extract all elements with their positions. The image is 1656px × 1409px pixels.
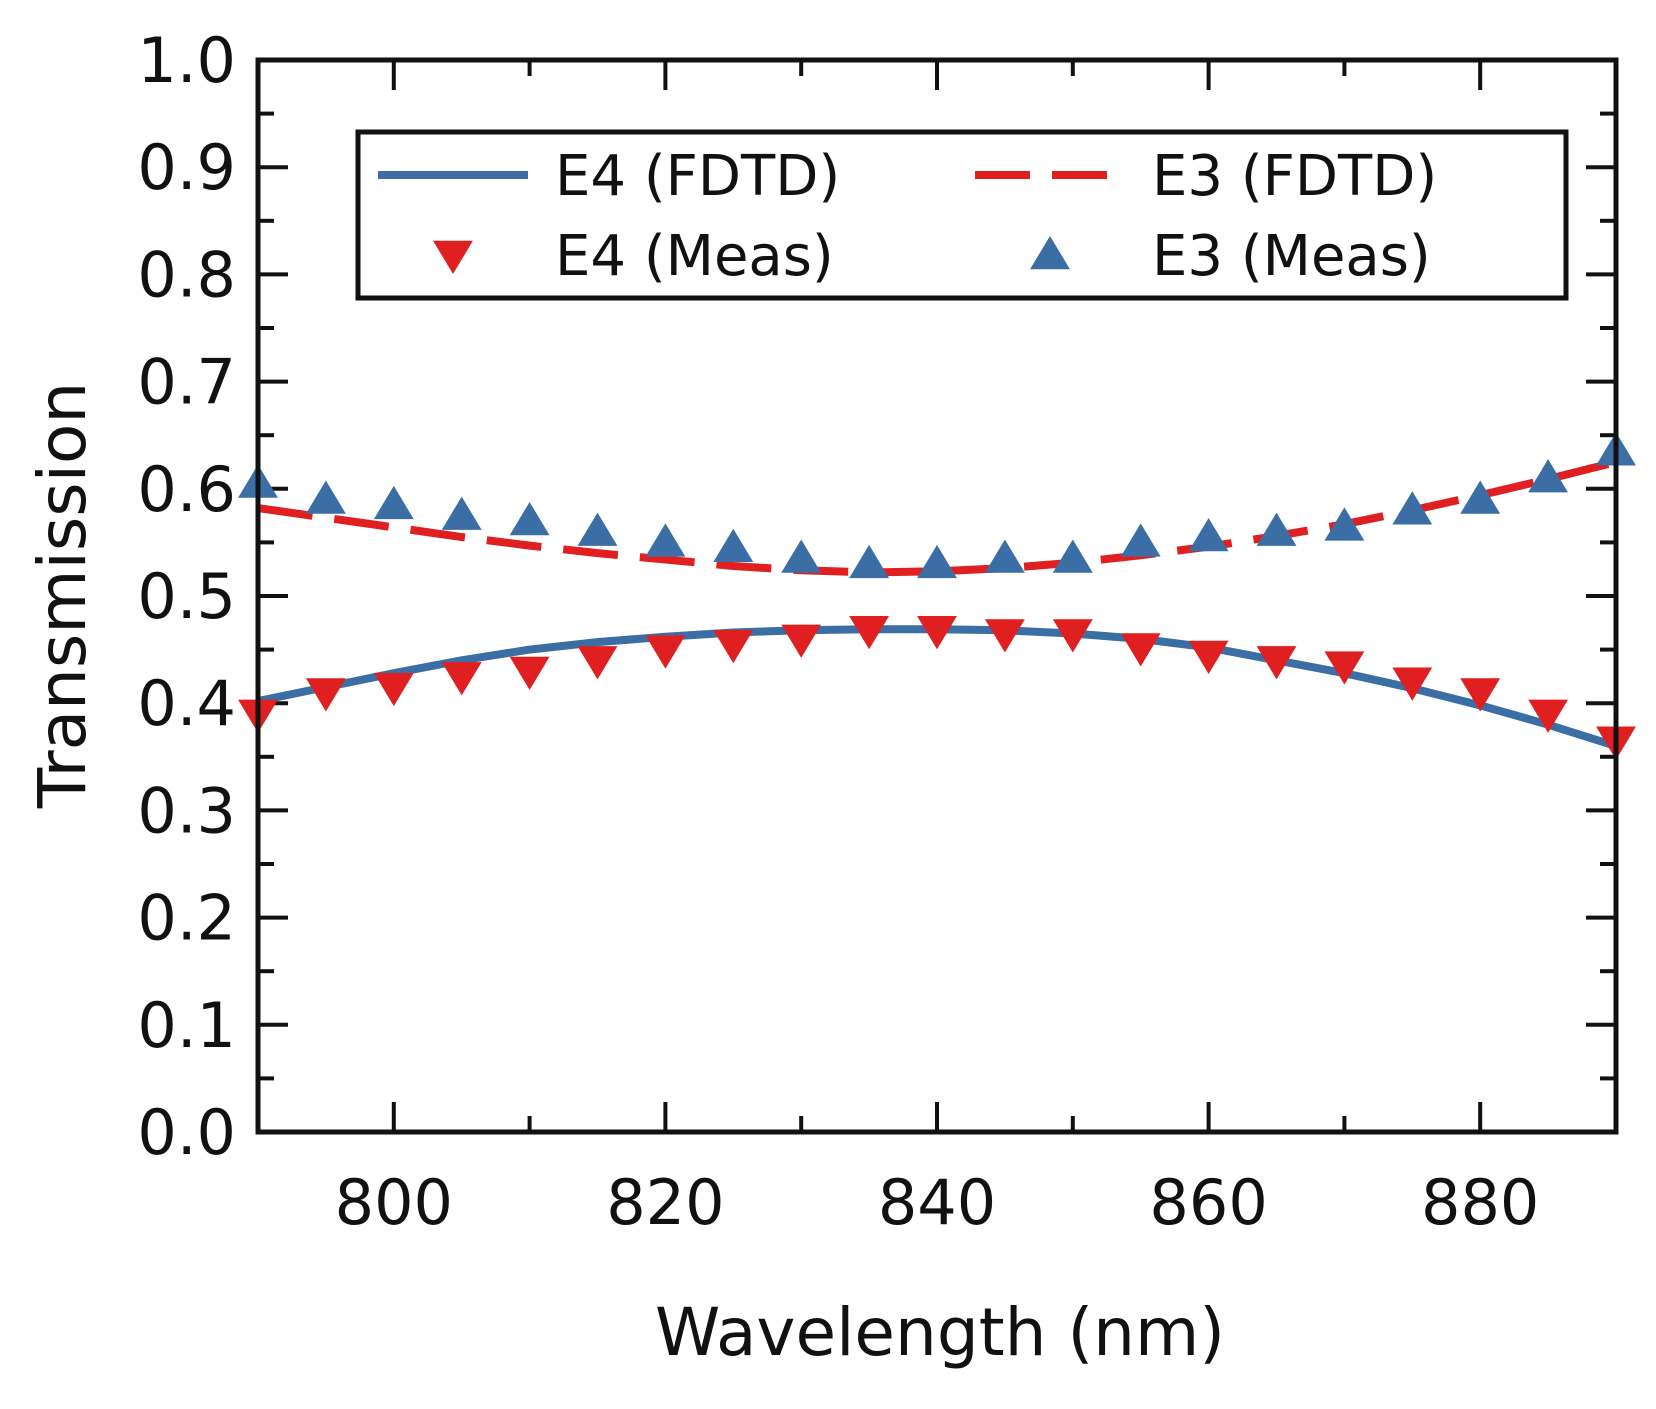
triangle-up-marker bbox=[509, 501, 550, 536]
y-tick-label: 0.7 bbox=[137, 346, 236, 419]
legend-label: E4 (Meas) bbox=[555, 224, 834, 289]
triangle-up-marker bbox=[441, 496, 482, 530]
legend: E4 (FDTD) E3 (FDTD) E4 (Meas) E3 (Meas) bbox=[355, 129, 1569, 301]
y-tick-label: 0.5 bbox=[137, 560, 236, 633]
triangle-down-marker bbox=[781, 624, 822, 658]
legend-box bbox=[355, 129, 1569, 301]
triangle-up-marker bbox=[305, 480, 346, 514]
y-tick-label: 0.8 bbox=[137, 238, 236, 311]
triangle-up-marker bbox=[1528, 459, 1569, 493]
triangle-down-marker bbox=[1324, 651, 1365, 685]
y-tick-label: 0.4 bbox=[137, 667, 236, 740]
triangle-up-marker bbox=[1188, 518, 1229, 552]
legend-triangle-down bbox=[433, 240, 473, 274]
triangle-down-marker bbox=[1052, 619, 1093, 653]
x-axis-title: Wavelength (nm) bbox=[655, 1294, 1225, 1371]
y-tick-label: 0.1 bbox=[137, 989, 236, 1062]
y-tick-label: 0.9 bbox=[137, 131, 236, 204]
legend-label: E4 (FDTD) bbox=[555, 144, 840, 209]
tick-labels: 0.0 0.1 0.2 0.3 0.4 0.5 0.6 0.7 0.8 0.9 1.0 800 820 8… bbox=[137, 24, 1539, 1239]
x-tick-label: 880 bbox=[1421, 1166, 1539, 1239]
triangle-down-marker bbox=[1120, 633, 1161, 667]
y-axis-title: Transmission bbox=[24, 382, 101, 809]
triangle-down-marker bbox=[713, 629, 754, 664]
triangle-up-marker bbox=[1256, 512, 1297, 546]
plot-frame bbox=[255, 57, 1619, 1135]
triangle-up-marker bbox=[1052, 539, 1093, 573]
triangle-down-marker bbox=[577, 646, 618, 680]
triangle-down-marker bbox=[509, 656, 550, 691]
triangle-up-marker bbox=[1392, 491, 1433, 525]
y-tick-label: 0.2 bbox=[137, 882, 236, 955]
triangle-down-marker bbox=[1392, 667, 1433, 701]
triangle-down-marker bbox=[984, 619, 1025, 653]
triangle-up-marker bbox=[984, 539, 1025, 573]
triangle-down-marker bbox=[1188, 640, 1229, 674]
triangle-up-marker bbox=[917, 544, 957, 579]
triangle-down-marker bbox=[1528, 699, 1569, 733]
triangle-down-marker bbox=[849, 616, 890, 650]
x-tick-label: 840 bbox=[878, 1166, 996, 1239]
y-tick-label: 0.6 bbox=[137, 453, 236, 526]
triangle-up-marker bbox=[1460, 480, 1501, 514]
legend-label: E3 (FDTD) bbox=[1152, 144, 1437, 209]
triangle-up-marker bbox=[373, 485, 414, 520]
triangle-down-marker bbox=[1460, 678, 1501, 712]
triangle-down-marker bbox=[441, 662, 482, 696]
triangle-down-marker bbox=[305, 678, 346, 712]
triangle-down-marker bbox=[917, 616, 957, 650]
triangle-up-marker bbox=[1324, 507, 1365, 541]
axis-ticks bbox=[256, 58, 1618, 1134]
triangle-up-marker bbox=[1120, 523, 1161, 557]
legend-label: E3 (Meas) bbox=[1152, 224, 1431, 289]
triangle-down-marker bbox=[645, 635, 686, 669]
legend-triangle-up bbox=[1030, 236, 1070, 270]
triangle-up-marker bbox=[577, 512, 618, 546]
triangle-up-marker bbox=[645, 523, 686, 557]
triangle-up-marker bbox=[849, 544, 890, 579]
y-tick-label: 0.3 bbox=[137, 774, 236, 847]
x-tick-label: 820 bbox=[606, 1166, 724, 1239]
y-tick-label: 0.0 bbox=[137, 1096, 236, 1169]
triangle-down-marker bbox=[373, 672, 414, 707]
plot-area bbox=[238, 432, 1636, 760]
x-tick-label: 800 bbox=[335, 1166, 453, 1239]
y-tick-label: 1.0 bbox=[137, 24, 236, 97]
triangle-down-marker bbox=[1256, 646, 1297, 680]
x-tick-label: 860 bbox=[1149, 1166, 1267, 1239]
triangle-up-marker bbox=[713, 528, 754, 563]
triangle-up-marker bbox=[781, 539, 822, 573]
